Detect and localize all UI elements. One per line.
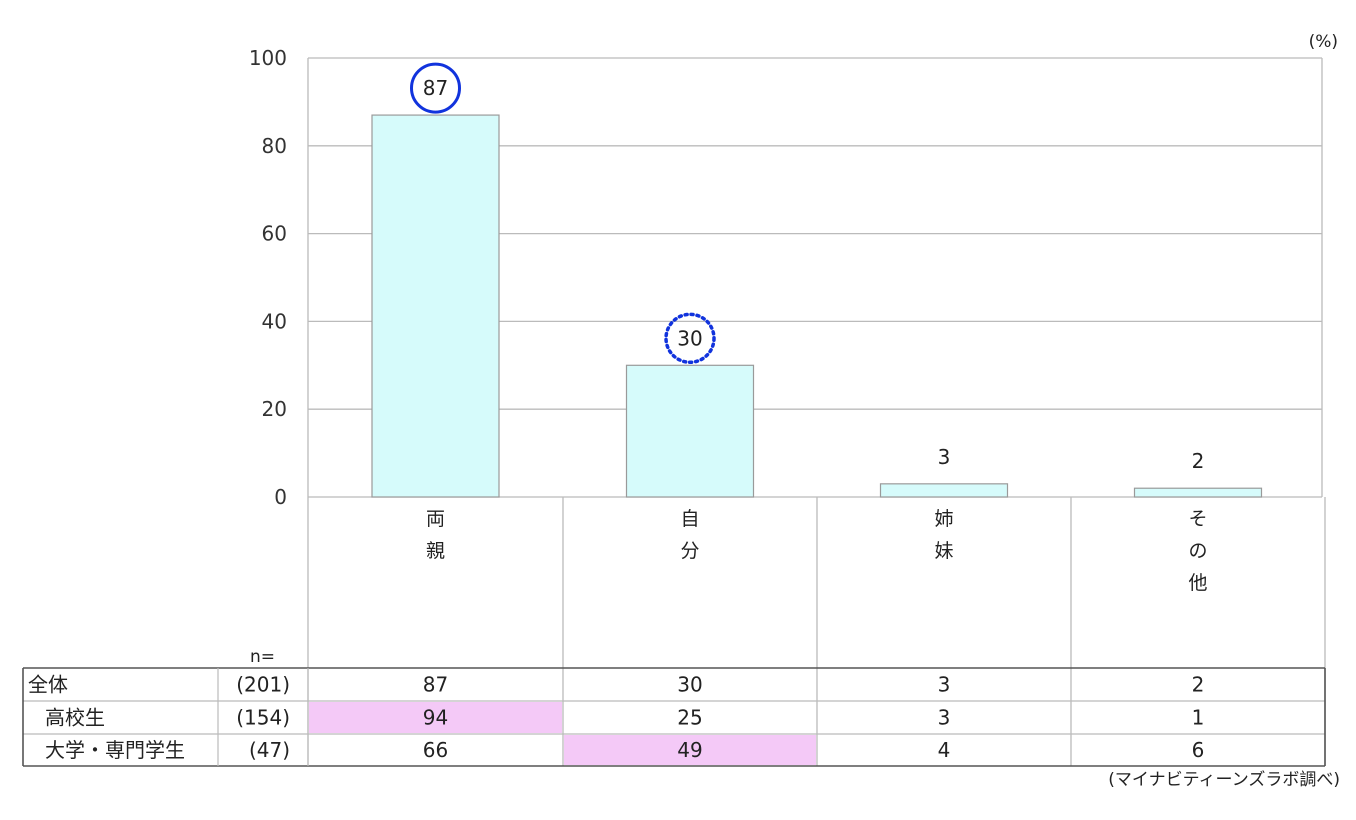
category-label-char: 他 [1188,572,1207,594]
unit-label: (%) [1309,32,1338,52]
table-cell: 87 [423,673,448,697]
table-cell: 1 [1192,706,1205,730]
source-note: (マイナビティーンズラボ調べ) [1108,770,1340,790]
bar [1133,487,1263,498]
highlight-circle [664,312,716,365]
y-tick-label: 100 [249,46,287,70]
table-cell: 2 [1192,673,1205,697]
table-cell: 4 [938,738,951,762]
bar [879,483,1009,498]
table-cell: 3 [938,673,951,697]
table-cell: 25 [677,706,702,730]
row-n: (201) [236,673,290,697]
value-label: 3 [938,445,951,469]
table-cell: 49 [677,738,702,762]
bar [371,114,500,498]
n-label: n= [250,647,275,667]
value-label: 30 [677,326,702,350]
category-label-char: 姉 [934,508,953,530]
highlight-cell [309,702,562,733]
y-tick-label: 80 [262,134,287,158]
table-cell: 3 [938,706,951,730]
bars [371,114,1263,498]
row-label: 高校生 [45,706,105,730]
highlight-cell [564,735,816,765]
table-cell: 30 [677,673,702,697]
table-cell: 66 [423,738,448,762]
category-label-char: そ [1188,508,1207,530]
table-cell: 6 [1192,738,1205,762]
row-label: 大学・専門学生 [45,738,185,762]
category-label-char: 親 [426,540,445,562]
category-label-char: の [1188,540,1207,562]
bar [625,364,755,498]
category-label-char: 自 [680,508,699,530]
category-labels: 両親 自分 姉妹 その他 [426,508,1208,594]
value-label: 2 [1192,449,1205,473]
category-label-char: 妹 [934,540,953,562]
category-label-char: 分 [680,540,699,562]
y-tick-label: 0 [274,485,287,509]
highlight-circle [410,62,461,114]
row-label: 全体 [28,673,68,697]
category-label-char: 両 [426,508,445,530]
table-cell: 94 [423,706,448,730]
data-table: n= 全体 (201) 87 30 3 2 高校生 (154) 94 25 3 1 大学・専門学生 (47)… [22,497,1326,767]
value-label: 87 [423,76,448,100]
value-labels: 87 30 3 2 [410,62,1205,473]
row-n: (47) [249,738,290,762]
row-n: (154) [236,706,290,730]
y-tick-label: 20 [262,397,287,421]
y-tick-label: 60 [262,222,287,246]
y-tick-label: 40 [262,309,287,333]
